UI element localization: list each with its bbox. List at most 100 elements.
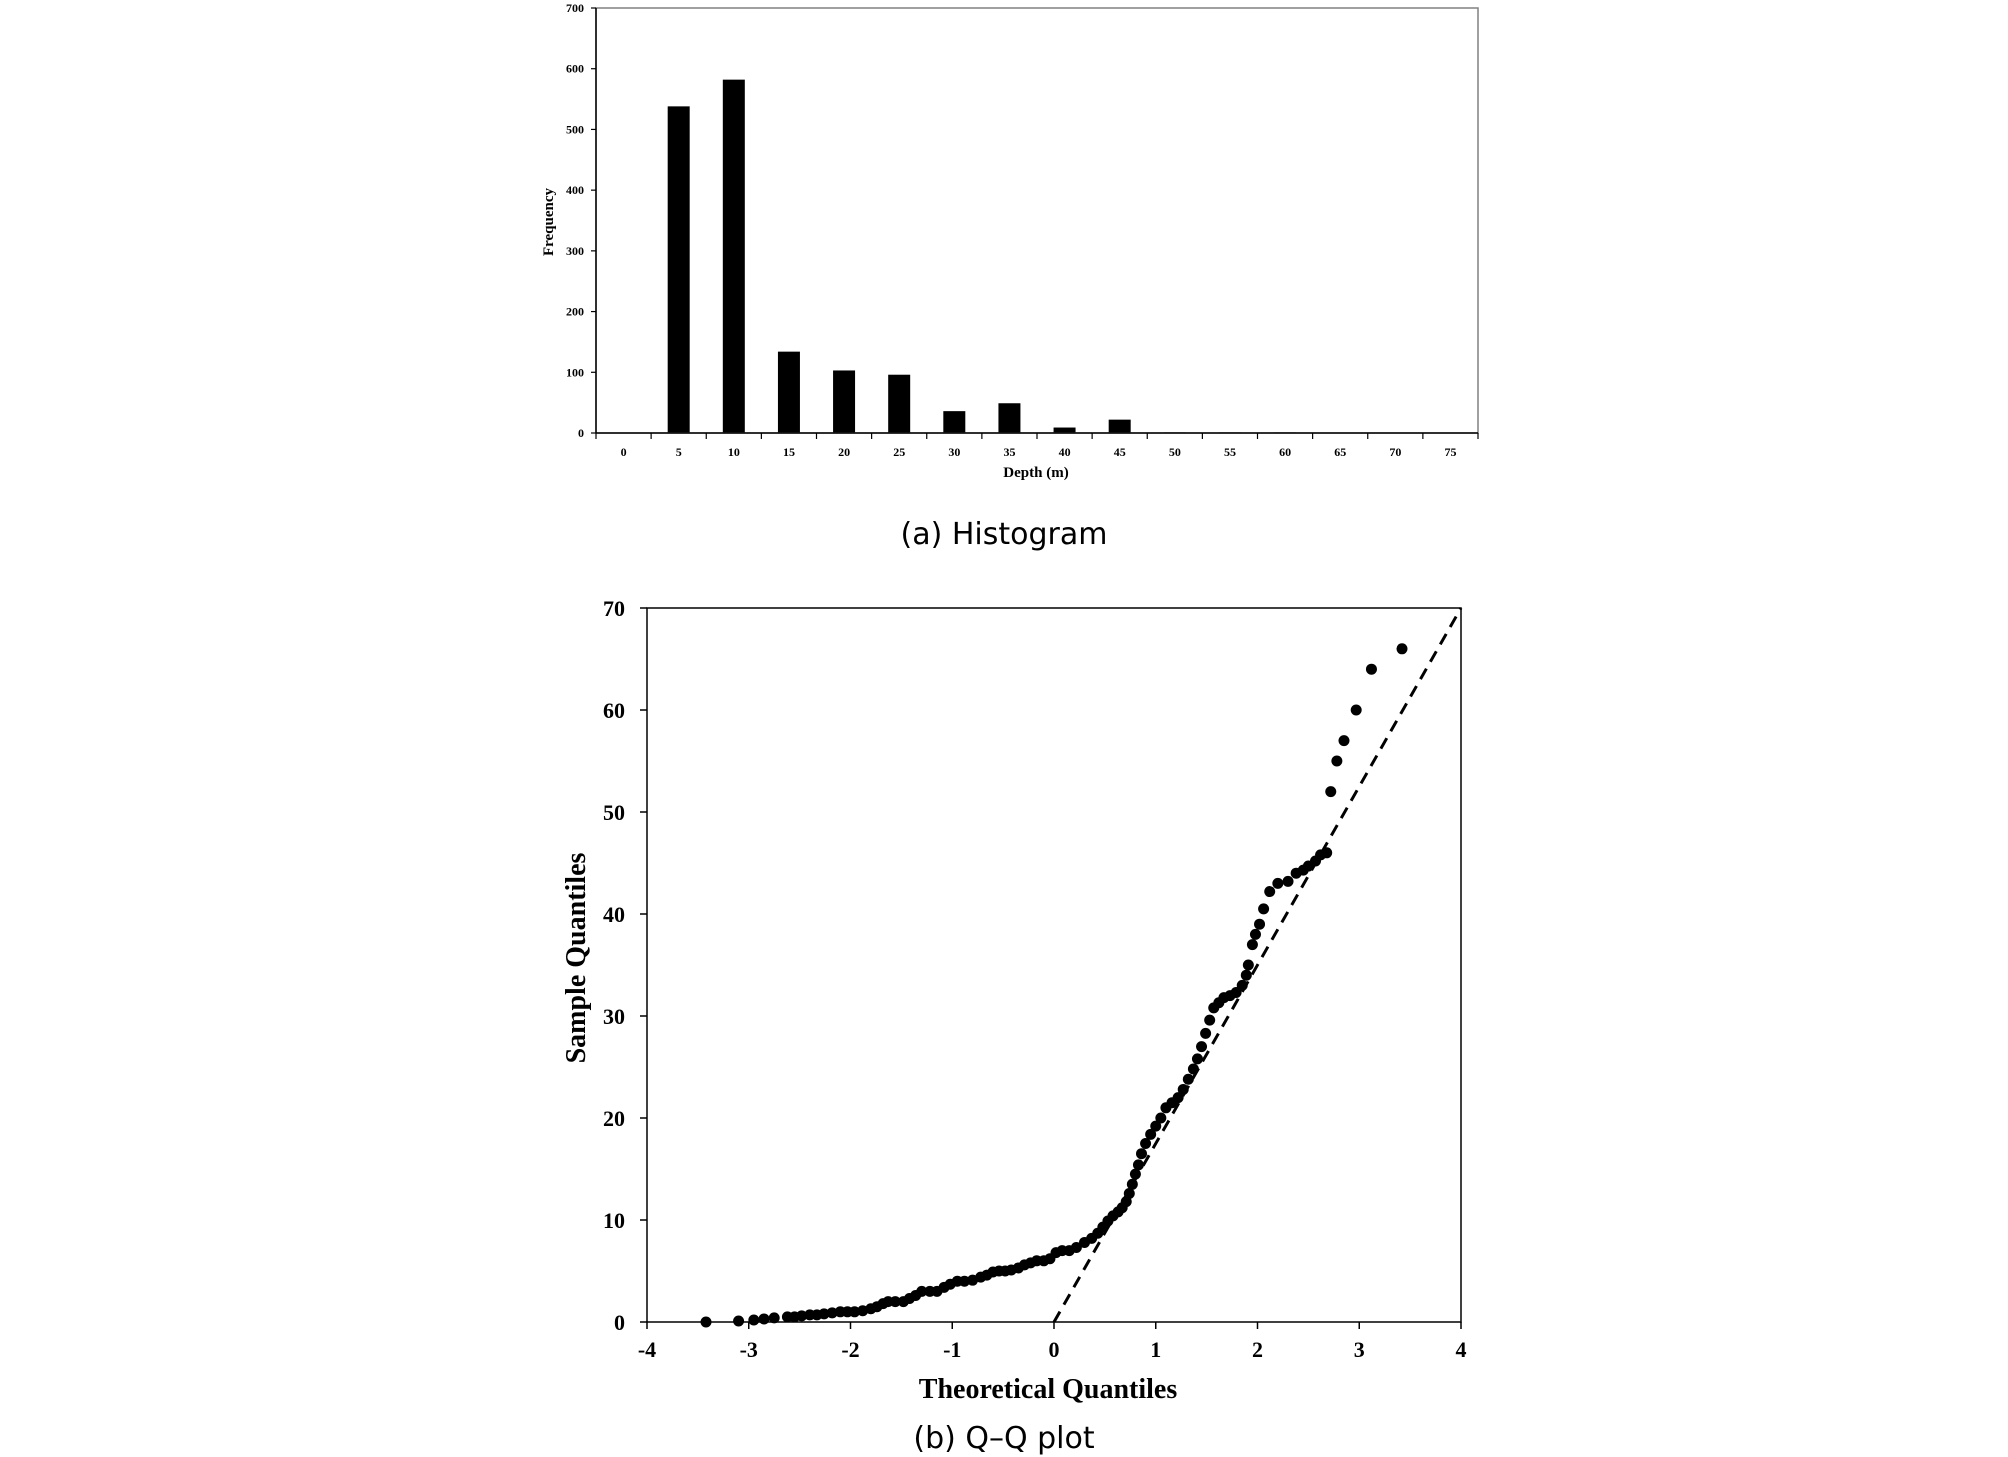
qq-x-tick-label: -1	[943, 1337, 961, 1362]
qq-point	[916, 1285, 928, 1297]
histogram-y-tick-label: 0	[578, 426, 584, 440]
qq-point	[1365, 663, 1377, 675]
qq-point	[1396, 643, 1408, 655]
qq-point	[733, 1315, 745, 1327]
histogram-x-tick-label: 5	[676, 445, 682, 459]
qq-point	[1132, 1159, 1144, 1171]
qq-point	[1129, 1168, 1141, 1180]
histogram-bar	[833, 370, 856, 433]
qq-y-ticks: 0 10 20 30 40 50 60 70	[603, 596, 647, 1335]
qq-point	[1070, 1242, 1082, 1254]
histogram-bar	[667, 106, 690, 433]
qq-point	[1321, 847, 1333, 859]
qq-point	[1196, 1041, 1208, 1053]
qq-y-tick-label: 40	[603, 902, 625, 927]
qq-point	[700, 1316, 712, 1328]
qq-point	[1254, 918, 1266, 930]
qq-point	[1325, 786, 1337, 798]
qq-y-axis-label: Sample Quantiles	[561, 852, 592, 1063]
qq-plot-caption: (b) Q–Q plot	[913, 1421, 1094, 1456]
qq-point	[1187, 1063, 1199, 1075]
qq-point	[1350, 704, 1362, 716]
qq-point	[748, 1314, 760, 1326]
histogram-y-tick-label: 400	[566, 183, 584, 197]
histogram-y-tick-label: 100	[566, 365, 584, 379]
histogram-x-tick-label: 65	[1334, 445, 1346, 459]
qq-point	[1150, 1120, 1162, 1132]
histogram-x-tick-label: 50	[1169, 445, 1181, 459]
qq-point	[1155, 1112, 1167, 1124]
histogram-x-ticks: 0 5 10 15 20 25 30 35 40 45 50 55 60 65 70 75	[595, 433, 1479, 459]
qq-point	[796, 1310, 808, 1322]
qq-point	[768, 1312, 780, 1324]
histogram-y-tick-label: 200	[566, 305, 584, 319]
qq-y-tick-label: 20	[603, 1106, 625, 1131]
histogram-y-tick-label: 500	[566, 122, 584, 136]
qq-point	[1246, 939, 1258, 951]
qq-y-tick-label: 60	[603, 698, 625, 723]
qq-x-tick-label: -2	[841, 1337, 859, 1362]
qq-point	[1240, 969, 1252, 981]
qq-point	[1126, 1178, 1138, 1190]
qq-x-tick-label: 0	[1049, 1337, 1060, 1362]
qq-point	[849, 1306, 861, 1318]
qq-x-tick-label: 1	[1150, 1337, 1161, 1362]
qq-point	[1123, 1187, 1135, 1199]
histogram-x-tick-label: 15	[783, 445, 795, 459]
histogram-x-tick-label: 45	[1114, 445, 1126, 459]
histogram-y-ticks: 0 100 200 300 400 500 600 700	[566, 1, 596, 440]
histogram-bars	[667, 79, 1297, 434]
histogram-x-tick-label: 20	[838, 445, 850, 459]
histogram-x-tick-label: 75	[1444, 445, 1456, 459]
qq-point	[1264, 886, 1276, 898]
histogram-chart: 0 100 200 300 400 500 600 700 0 5 10 15 20 25 30 35 40 4…	[541, 1, 1479, 552]
qq-point	[958, 1275, 970, 1287]
qq-point	[1191, 1053, 1203, 1065]
qq-point	[1282, 875, 1294, 887]
qq-point	[1242, 959, 1254, 971]
qq-points	[700, 643, 1408, 1328]
qq-point	[1331, 755, 1343, 767]
qq-point	[1200, 1027, 1212, 1039]
histogram-x-tick-label: 35	[1003, 445, 1015, 459]
qq-x-tick-label: 2	[1252, 1337, 1263, 1362]
histogram-bar	[888, 374, 911, 433]
qq-point	[826, 1307, 838, 1319]
histogram-y-tick-label: 700	[566, 1, 584, 15]
qq-x-tick-label: 4	[1456, 1337, 1467, 1362]
qq-point	[1272, 877, 1284, 889]
histogram-bar	[1108, 419, 1131, 433]
qq-plot-chart: 0 10 20 30 40 50 60 70 -4 -3 -2 -1 0 1 2 3 4 Theoretica…	[561, 596, 1467, 1456]
histogram-x-axis-label: Depth (m)	[1003, 465, 1068, 481]
qq-point	[1236, 979, 1248, 991]
qq-x-tick-label: 3	[1354, 1337, 1365, 1362]
histogram-y-axis-label: Frequency	[541, 187, 557, 256]
qq-point	[1145, 1128, 1157, 1140]
qq-y-tick-label: 0	[614, 1310, 625, 1335]
qq-point	[758, 1313, 770, 1325]
histogram-x-tick-label: 0	[621, 445, 627, 459]
qq-point	[1230, 987, 1242, 999]
qq-point	[889, 1296, 901, 1308]
qq-point	[818, 1308, 830, 1320]
histogram-bar	[777, 351, 800, 433]
histogram-bar	[943, 411, 966, 433]
histogram-x-tick-label: 25	[893, 445, 905, 459]
qq-point	[1338, 735, 1350, 747]
qq-point	[1204, 1014, 1216, 1026]
qq-reference-line	[1052, 607, 1463, 1323]
histogram-x-tick-label: 30	[948, 445, 960, 459]
histogram-x-tick-label: 55	[1224, 445, 1236, 459]
histogram-bar	[722, 79, 745, 434]
qq-y-tick-label: 70	[603, 596, 625, 621]
qq-point	[1249, 928, 1261, 940]
qq-x-tick-label: -3	[740, 1337, 758, 1362]
histogram-x-tick-label: 60	[1279, 445, 1291, 459]
qq-y-tick-label: 50	[603, 800, 625, 825]
qq-point	[1136, 1148, 1148, 1160]
qq-point	[1182, 1073, 1194, 1085]
histogram-y-tick-label: 600	[566, 62, 584, 76]
histogram-bar	[998, 403, 1021, 433]
qq-point	[1140, 1138, 1152, 1149]
